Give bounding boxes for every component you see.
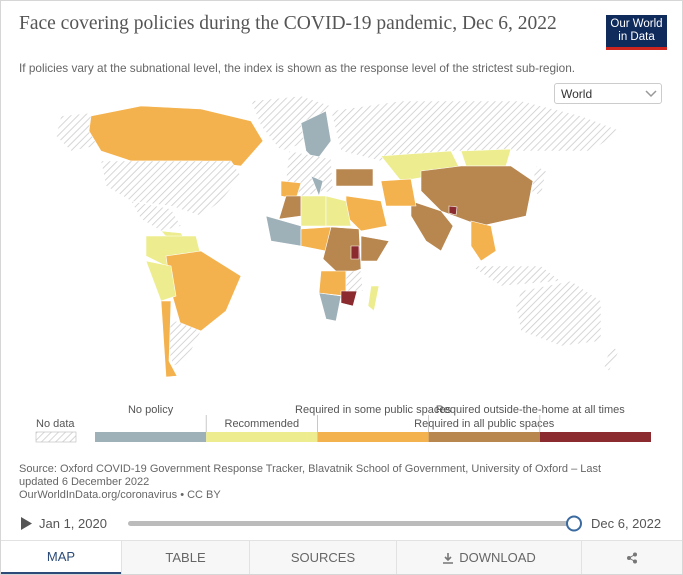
country[interactable] <box>165 250 242 332</box>
start-date: Jan 1, 2020 <box>39 516 107 531</box>
country[interactable] <box>345 195 388 232</box>
country[interactable] <box>410 200 454 252</box>
tab[interactable]: DOWNLOAD <box>396 541 581 574</box>
chevron <box>645 90 657 98</box>
country[interactable] <box>278 195 302 220</box>
region-selector[interactable]: World <box>554 83 662 104</box>
map <box>55 95 622 378</box>
country[interactable] <box>367 285 380 312</box>
tab[interactable]: SOURCES <box>249 541 396 574</box>
country[interactable] <box>145 260 177 302</box>
country[interactable] <box>160 300 178 378</box>
country[interactable] <box>460 148 512 167</box>
download-icon <box>443 552 454 564</box>
source-link[interactable]: OurWorldInData.org/coronavirus • CC BY <box>19 489 221 501</box>
country[interactable] <box>335 168 374 187</box>
country[interactable] <box>380 178 417 207</box>
country[interactable] <box>470 220 497 262</box>
source-text: Source: Oxford COVID-19 Government Respo… <box>19 463 602 488</box>
tab[interactable]: TABLE <box>121 541 249 574</box>
country[interactable] <box>300 195 327 227</box>
country[interactable] <box>325 195 352 227</box>
tab[interactable]: MAP <box>1 541 121 574</box>
slider-handle[interactable] <box>566 515 582 532</box>
logo-line: in Data <box>618 31 655 43</box>
timeline-graphics <box>21 515 582 532</box>
country[interactable] <box>515 280 602 347</box>
country[interactable] <box>350 245 360 260</box>
source: Source: Oxford COVID-19 Government Respo… <box>19 463 619 502</box>
end-date: Dec 6, 2022 <box>591 516 662 531</box>
countries <box>55 95 622 378</box>
country[interactable] <box>265 215 302 247</box>
country[interactable] <box>55 112 97 152</box>
country[interactable] <box>448 205 458 216</box>
title: Face covering policies during the COVID-… <box>19 13 557 34</box>
country[interactable] <box>360 235 390 262</box>
country[interactable] <box>603 345 620 372</box>
slider-track[interactable] <box>128 521 574 526</box>
country[interactable] <box>330 100 622 162</box>
country[interactable] <box>130 200 182 232</box>
subtitle: If policies vary at the subnational leve… <box>19 61 576 75</box>
country[interactable] <box>470 265 562 287</box>
logo[interactable]: Our World in Data <box>606 15 667 50</box>
country[interactable] <box>310 175 324 197</box>
selector-label: World <box>561 87 593 101</box>
timeline: Jan 1, 2020 Dec 6, 2022 <box>1 511 682 537</box>
country[interactable] <box>318 292 342 322</box>
tabs: MAP TABLE SOURCES DOWNLOAD <box>1 540 682 574</box>
country[interactable] <box>300 110 332 162</box>
tab-label: DOWNLOAD <box>459 550 536 565</box>
share-tab[interactable] <box>581 541 682 574</box>
play-button[interactable] <box>21 517 32 530</box>
country[interactable] <box>345 270 364 292</box>
logo-line: Our World <box>610 18 663 30</box>
country[interactable] <box>340 290 358 307</box>
share-icon <box>627 552 637 563</box>
country[interactable] <box>530 165 547 197</box>
country[interactable] <box>88 105 264 167</box>
country[interactable] <box>100 160 242 217</box>
